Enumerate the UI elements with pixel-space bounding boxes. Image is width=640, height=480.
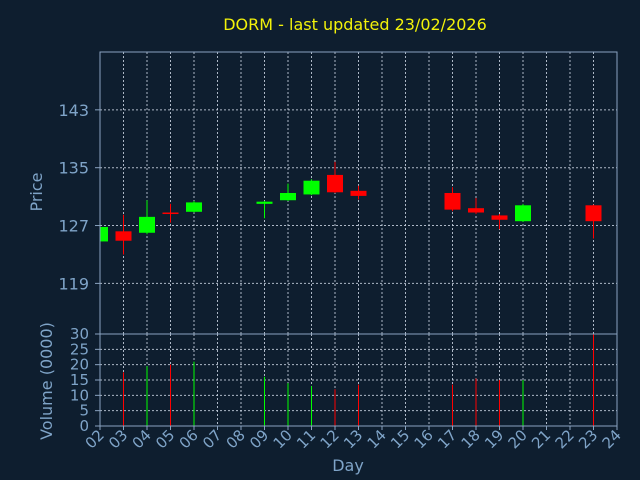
candle bbox=[115, 214, 132, 255]
x-tick-label: 08 bbox=[223, 426, 249, 452]
price-y-tick-label: 119 bbox=[58, 274, 89, 293]
candle bbox=[444, 187, 461, 212]
volume-bars bbox=[123, 334, 594, 426]
candle bbox=[491, 213, 508, 230]
volume-y-tick-label: 5 bbox=[79, 402, 89, 420]
price-y-tick-label: 135 bbox=[58, 159, 89, 178]
x-tick-label: 11 bbox=[293, 426, 319, 452]
candle-body bbox=[256, 201, 273, 204]
x-tick-label: 15 bbox=[387, 426, 413, 452]
candle-body bbox=[491, 215, 508, 220]
volume-y-tick-label: 15 bbox=[70, 371, 89, 389]
x-tick-label: 21 bbox=[528, 426, 554, 452]
candle bbox=[100, 223, 108, 244]
x-tick-label: 23 bbox=[575, 426, 601, 452]
candle bbox=[280, 183, 296, 201]
price-y-tick-label: 127 bbox=[58, 217, 89, 236]
x-tick-label: 07 bbox=[199, 426, 225, 452]
x-tick-label: 22 bbox=[552, 426, 578, 452]
x-tick-label: 10 bbox=[270, 426, 296, 452]
candle bbox=[139, 200, 155, 235]
x-axis: 0203040506070809101112131415161718192021… bbox=[82, 426, 625, 452]
x-tick-label: 03 bbox=[105, 426, 131, 452]
candle-body bbox=[100, 226, 108, 242]
candle-body bbox=[186, 202, 202, 212]
volume-axis-title: Volume (0000) bbox=[37, 322, 56, 440]
x-tick-label: 19 bbox=[481, 426, 507, 452]
candle-body bbox=[468, 208, 484, 213]
candle-body bbox=[585, 205, 602, 222]
volume-y-tick-label: 10 bbox=[70, 386, 89, 404]
x-tick-label: 05 bbox=[152, 426, 178, 452]
candle-body bbox=[115, 231, 132, 241]
x-tick-label: 04 bbox=[129, 426, 155, 452]
volume-y-tick-label: 20 bbox=[70, 356, 89, 374]
candle-body bbox=[350, 190, 367, 196]
candle bbox=[350, 185, 367, 200]
x-tick-label: 14 bbox=[364, 426, 390, 452]
candle bbox=[585, 204, 602, 239]
chart-title: DORM - last updated 23/02/2026 bbox=[223, 15, 487, 34]
price-y-tick-label: 143 bbox=[58, 101, 89, 120]
x-tick-label: 16 bbox=[411, 426, 437, 452]
candle bbox=[327, 161, 343, 193]
candle bbox=[186, 200, 202, 213]
volume-y-tick-label: 30 bbox=[70, 325, 89, 343]
x-tick-label: 09 bbox=[246, 426, 272, 452]
x-tick-label: 20 bbox=[505, 426, 531, 452]
x-tick-label: 13 bbox=[340, 426, 366, 452]
price-axis-title: Price bbox=[27, 172, 46, 211]
candle-body bbox=[162, 212, 179, 215]
candle-body bbox=[280, 193, 296, 201]
x-tick-label: 24 bbox=[599, 426, 625, 452]
candle-body bbox=[444, 193, 461, 210]
candle bbox=[162, 203, 179, 223]
candle bbox=[468, 198, 484, 214]
candle-body bbox=[515, 205, 531, 222]
candle bbox=[303, 179, 320, 196]
volume-y-tick-label: 0 bbox=[79, 417, 89, 435]
volume-y-tick-label: 25 bbox=[70, 340, 89, 358]
candle-body bbox=[139, 216, 155, 233]
x-tick-label: 18 bbox=[458, 426, 484, 452]
candle-body bbox=[327, 174, 343, 193]
x-tick-label: 17 bbox=[434, 426, 460, 452]
x-tick-label: 12 bbox=[317, 426, 343, 452]
price-y-axis: 119 127 135 143 bbox=[58, 101, 100, 293]
x-tick-label: 06 bbox=[176, 426, 202, 452]
x-axis-title: Day bbox=[332, 456, 364, 475]
candles bbox=[100, 161, 602, 255]
candle-body bbox=[303, 180, 320, 195]
price-panel: 119 127 135 143 bbox=[58, 51, 618, 335]
candle bbox=[515, 203, 531, 222]
candle bbox=[256, 200, 273, 219]
